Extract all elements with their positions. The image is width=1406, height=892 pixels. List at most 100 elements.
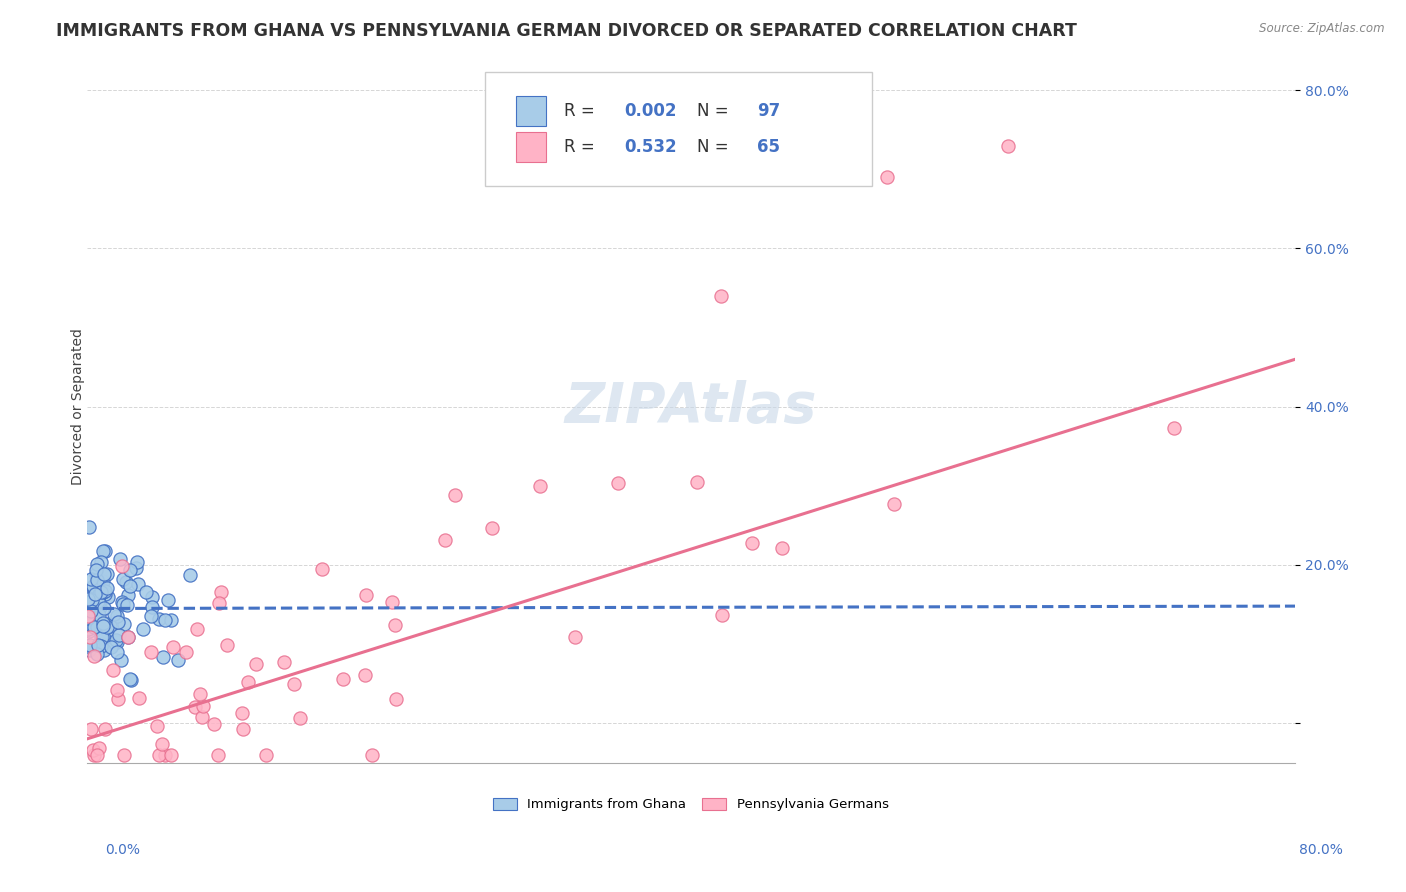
Point [232,723,254,737]
Point [77,622,100,636]
Point [883,496,905,510]
Point [193,699,215,714]
Point [87,638,110,652]
Point [89,607,111,622]
Point [90,630,112,644]
Point [202,717,225,731]
Point [245,657,267,671]
Point [231,706,253,720]
Point [96,624,118,639]
Point [103,607,125,622]
Point [77,592,100,607]
Point [354,588,377,602]
Point [91,574,114,588]
Point [82,581,104,595]
Point [80,722,103,736]
Text: 0.0%: 0.0% [105,843,141,857]
Point [96,581,118,595]
Point [141,600,163,615]
Point [93,567,115,582]
Point [207,747,229,762]
Point [686,475,709,490]
Point [90,556,112,570]
Point [86,558,108,572]
Point [148,612,170,626]
Point [77,640,100,654]
Point [148,747,170,762]
Point [529,479,551,493]
Point [80,592,103,607]
Point [710,607,733,622]
Point [101,664,124,678]
Point [112,572,135,586]
Point [93,584,115,599]
Text: IMMIGRANTS FROM GHANA VS PENNSYLVANIA GERMAN DIVORCED OR SEPARATED CORRELATION C: IMMIGRANTS FROM GHANA VS PENNSYLVANIA GE… [56,22,1077,40]
Text: R =: R = [564,137,600,156]
Point [179,568,201,582]
Point [105,683,128,698]
Point [155,613,177,627]
Point [83,587,105,601]
Point [105,609,128,624]
Point [89,599,111,614]
Text: ZIPAtlas: ZIPAtlas [565,380,817,434]
Point [104,633,127,648]
Point [120,673,142,688]
Point [184,700,207,714]
Point [97,590,120,604]
Point [93,619,115,633]
Point [100,640,122,655]
Point [146,719,169,733]
Point [84,587,107,601]
Point [433,533,456,547]
Point [159,747,181,762]
Point [141,644,163,658]
Point [79,617,101,632]
Point [112,617,135,632]
Point [564,630,586,644]
Point [93,642,115,657]
Point [186,622,208,636]
Point [132,622,155,636]
Point [94,584,117,599]
Point [254,747,277,762]
Text: 65: 65 [758,137,780,156]
Point [481,521,503,535]
Point [117,630,139,644]
Y-axis label: Divorced or Separated: Divorced or Separated [72,328,86,485]
Point [444,488,467,502]
Point [98,618,121,632]
Point [91,544,114,558]
Point [96,620,118,634]
Point [93,584,115,599]
Point [128,690,150,705]
Point [118,579,141,593]
Point [87,595,110,609]
Point [87,594,110,608]
Point [100,638,122,652]
Point [77,611,100,625]
Text: Source: ZipAtlas.com: Source: ZipAtlas.com [1260,22,1385,36]
Point [91,618,114,632]
Point [108,628,131,642]
Point [89,587,111,601]
Point [97,616,120,631]
Point [290,710,312,724]
Point [93,631,115,645]
Point [105,645,128,659]
Point [86,647,108,661]
Point [741,536,763,550]
Point [110,595,132,609]
Point [94,544,117,558]
Point [117,630,139,644]
FancyBboxPatch shape [485,72,872,186]
Point [91,637,114,651]
Legend: Immigrants from Ghana, Pennsylvania Germans: Immigrants from Ghana, Pennsylvania Germ… [488,793,894,817]
Point [86,747,108,762]
Point [135,584,157,599]
Point [107,634,129,648]
Point [90,639,112,653]
Point [174,644,197,658]
Point [82,579,104,593]
Point [83,747,105,762]
